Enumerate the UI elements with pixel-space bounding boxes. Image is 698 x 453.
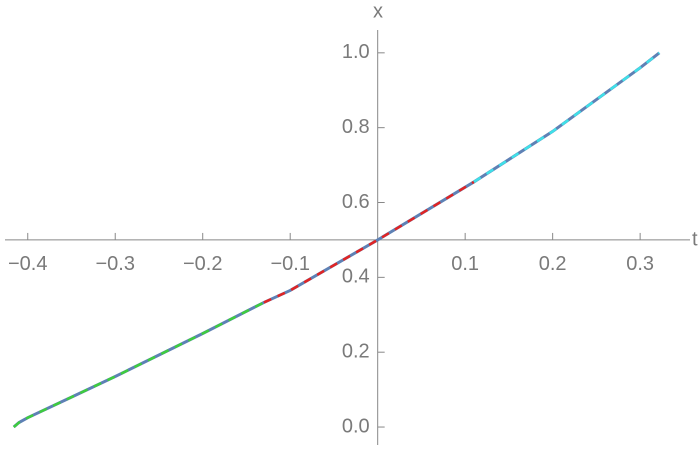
x-axis-label: t (692, 228, 698, 250)
x-tick-label: −0.3 (95, 253, 134, 275)
x-tick-label: −0.2 (183, 253, 222, 275)
dashed-curve (473, 51, 661, 183)
y-tick-label: 0.2 (342, 340, 370, 362)
y-axis-label: x (373, 0, 383, 22)
x-tick-label: 0.2 (539, 253, 567, 275)
x-tick-label: −0.4 (8, 253, 47, 275)
y-tick-label: 0.6 (342, 191, 370, 213)
dashed-curve (263, 180, 475, 304)
y-tick-label: 1.0 (342, 41, 370, 63)
x-tick-label: 0.3 (626, 253, 654, 275)
y-tick-label: 0.8 (342, 116, 370, 138)
dashed-curve (12, 301, 265, 428)
x-tick-label: 0.1 (451, 253, 479, 275)
y-tick-label: 0.0 (342, 415, 370, 437)
y-tick-label: 0.4 (342, 266, 370, 288)
x-tick-label: −0.1 (270, 253, 309, 275)
